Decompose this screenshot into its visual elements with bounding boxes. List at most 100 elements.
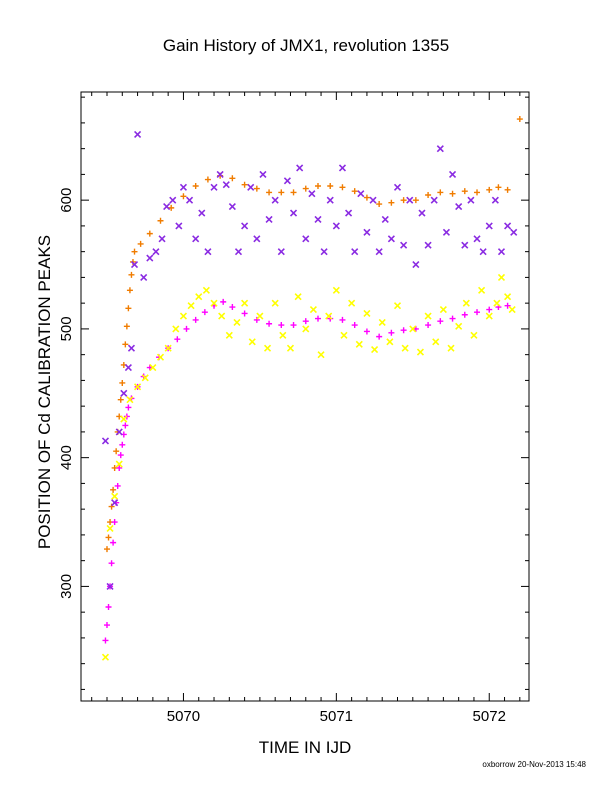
data-point-series-2 [470, 331, 478, 339]
data-point-series-0 [363, 194, 370, 201]
data-point-series-0 [122, 341, 129, 348]
data-point-series-3 [345, 209, 353, 217]
data-point-series-2 [195, 293, 203, 301]
data-point-series-3 [134, 130, 142, 139]
data-point-series-2 [202, 286, 210, 294]
data-point-series-1 [119, 441, 126, 448]
data-point-series-3 [357, 190, 365, 198]
data-point-series-0 [516, 116, 523, 123]
y-axis-label: POSITION OF Cd CALIBRATION PEAKS [35, 234, 54, 550]
data-point-series-1 [125, 404, 132, 411]
data-point-series-2 [432, 338, 440, 346]
data-point-series-1 [229, 304, 236, 311]
data-point-series-0 [126, 287, 133, 294]
data-point-series-3 [216, 170, 224, 178]
data-point-series-0 [105, 534, 112, 541]
data-point-series-0 [131, 248, 138, 255]
y-tick-label: 300 [58, 574, 75, 599]
data-point-series-3 [448, 170, 457, 178]
data-point-series-3 [271, 196, 279, 204]
data-point-series-2 [409, 325, 417, 333]
data-point-series-2 [111, 492, 119, 500]
data-point-series-3 [234, 248, 243, 256]
data-point-series-3 [130, 260, 139, 269]
data-point-series-1 [351, 322, 358, 329]
data-point-series-0 [103, 546, 110, 553]
data-point-series-3 [375, 248, 383, 256]
data-point-series-2 [401, 344, 409, 352]
data-point-series-0 [128, 271, 135, 278]
data-point-series-1 [111, 519, 118, 526]
data-point-series-2 [279, 331, 287, 339]
data-point-series-0 [314, 182, 321, 189]
data-point-series-2 [348, 299, 356, 307]
data-point-series-3 [158, 235, 166, 243]
data-point-series-2 [455, 322, 463, 330]
data-point-series-3 [406, 196, 414, 204]
data-point-series-2 [156, 353, 165, 361]
data-point-series-2 [256, 312, 264, 320]
data-point-series-0 [113, 448, 120, 455]
data-point-series-2 [294, 293, 302, 301]
data-point-series-2 [120, 415, 128, 423]
data-point-series-2 [141, 374, 149, 382]
data-point-series-3 [259, 170, 267, 178]
data-point-series-2 [497, 273, 506, 281]
data-point-series-1 [376, 333, 383, 340]
data-point-series-2 [378, 318, 386, 327]
data-point-series-2 [332, 286, 340, 294]
data-point-series-0 [495, 184, 502, 191]
data-point-series-3 [485, 222, 493, 230]
data-point-series-3 [198, 209, 206, 217]
data-point-series-3 [387, 235, 395, 243]
data-point-series-0 [290, 189, 297, 196]
data-point-series-3 [106, 582, 114, 590]
data-point-series-3 [115, 428, 123, 436]
data-point-series-0 [241, 181, 248, 188]
plot-frame [80, 91, 530, 702]
data-point-series-1 [302, 318, 309, 325]
data-point-series-0 [461, 188, 468, 195]
data-point-series-3 [393, 183, 402, 191]
data-point-series-2 [478, 286, 486, 294]
data-point-series-0 [339, 184, 346, 191]
data-point-series-3 [163, 203, 171, 211]
data-point-series-2 [393, 302, 402, 310]
data-point-series-0 [412, 197, 419, 204]
data-point-series-0 [474, 189, 481, 196]
data-point-series-1 [114, 482, 121, 489]
data-point-series-0 [192, 182, 199, 189]
data-point-series-1 [102, 637, 109, 644]
data-point-series-1 [266, 320, 273, 327]
data-point-series-0 [449, 190, 456, 197]
data-point-series-0 [146, 230, 153, 237]
x-tick-label: 5071 [320, 708, 353, 725]
data-point-series-2 [340, 331, 348, 339]
data-point-series-3 [152, 248, 160, 256]
data-point-series-3 [314, 215, 322, 224]
data-point-series-3 [351, 248, 359, 256]
data-point-series-1 [241, 310, 248, 317]
data-point-series-3 [241, 222, 249, 230]
data-point-series-1 [461, 311, 468, 318]
data-point-series-0 [119, 379, 126, 386]
chart-title: Gain History of JMX1, revolution 1355 [162, 36, 450, 55]
data-point-series-3 [381, 215, 389, 224]
data-point-series-0 [327, 182, 334, 189]
data-point-series-2 [179, 312, 188, 320]
data-point-series-3 [265, 215, 273, 224]
data-point-series-1 [437, 318, 444, 325]
data-point-series-2 [325, 312, 333, 320]
x-axis-label: TIME IN IJD [258, 738, 352, 757]
data-point-series-2 [248, 338, 256, 346]
data-point-series-2 [106, 524, 114, 533]
data-point-series-0 [376, 201, 383, 208]
data-point-series-1 [201, 309, 208, 316]
data-point-series-1 [253, 316, 260, 323]
data-point-series-3 [253, 235, 261, 243]
data-point-series-2 [241, 299, 249, 307]
data-point-series-2 [309, 306, 317, 314]
data-point-series-2 [187, 302, 195, 310]
data-point-series-3 [455, 203, 463, 211]
data-point-series-3 [228, 203, 236, 211]
